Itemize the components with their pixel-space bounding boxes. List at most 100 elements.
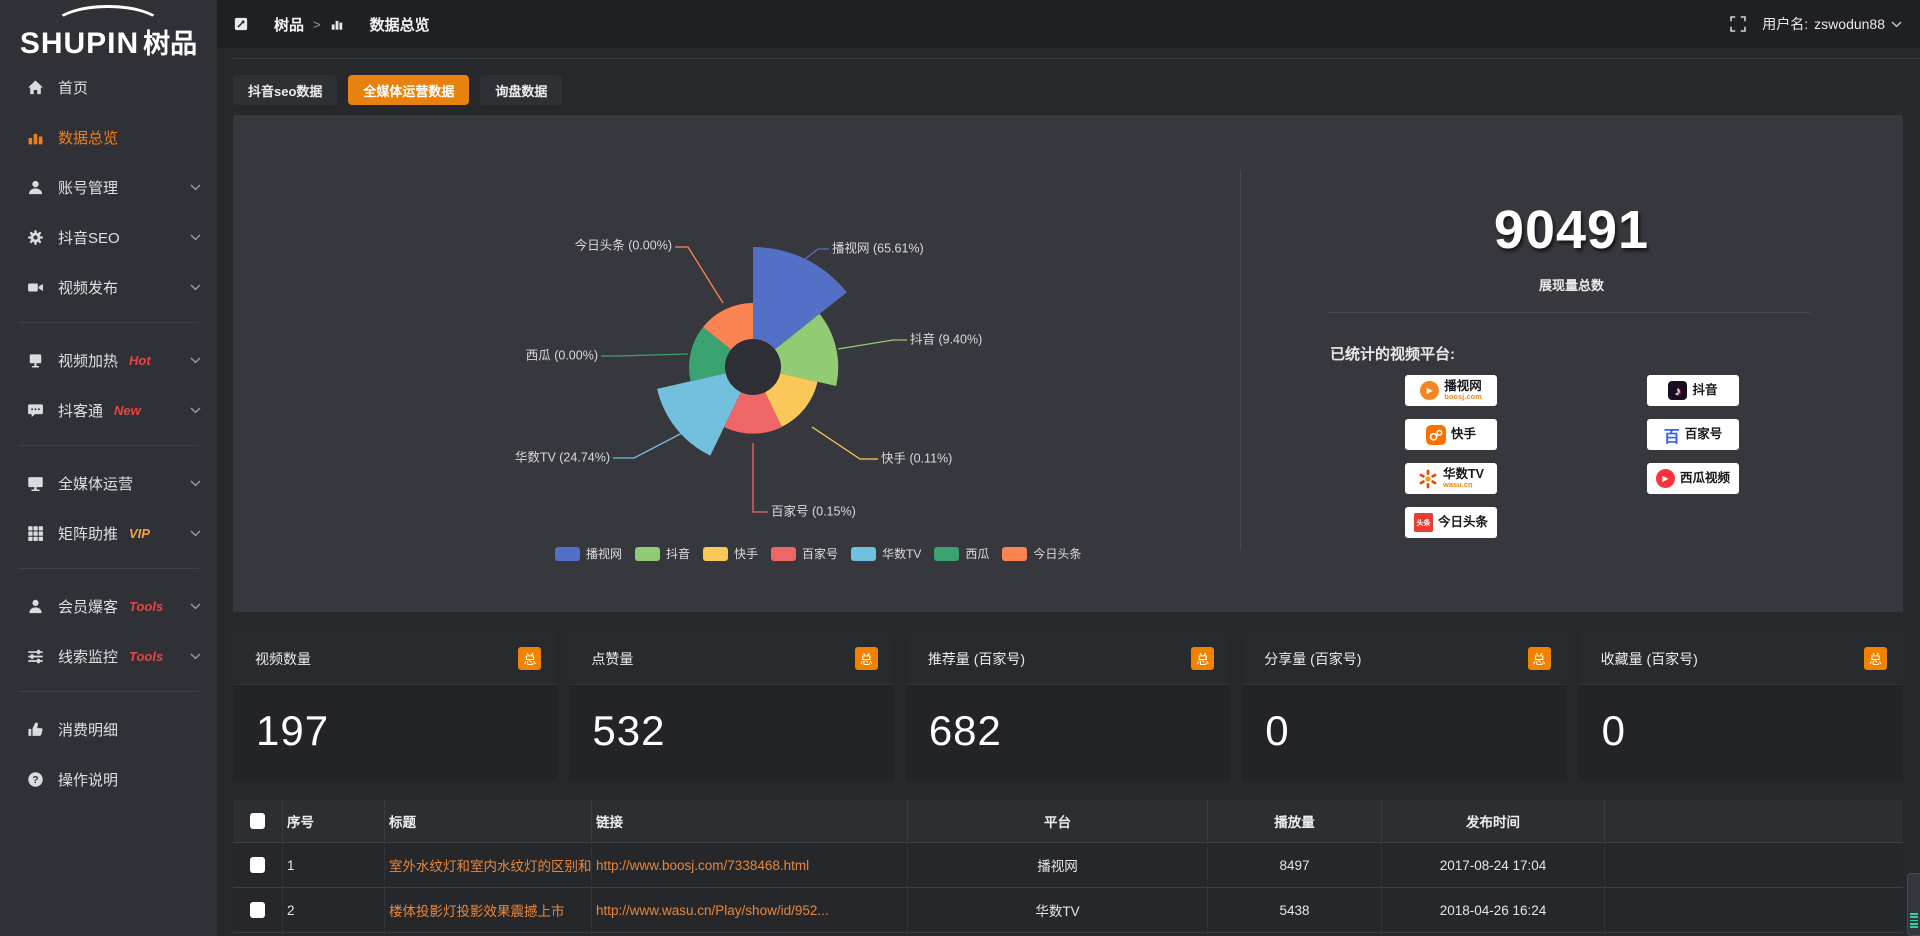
sidebar-item-badge: Tools: [129, 598, 164, 614]
chevron-down-icon: [190, 652, 201, 660]
sidebar-item-video-publish[interactable]: 视频发布: [0, 262, 217, 312]
label-line-toutiao: [675, 246, 724, 304]
sidebar-item-video-heating[interactable]: 视频加热 Hot: [0, 335, 217, 385]
pie-slice-boosj[interactable]: [753, 247, 847, 350]
pie-slice-douyin[interactable]: [774, 313, 839, 386]
app-logo: SHUPIN 树品: [0, 0, 217, 62]
legend-swatch: [635, 546, 661, 561]
pie-label-baijiahao: 百家号 (0.15%): [771, 503, 856, 518]
legend-item-boosj[interactable]: 播视网: [555, 545, 622, 562]
sidebar-item-data-overview[interactable]: 数据总览: [0, 112, 217, 162]
select-all-cell: [233, 800, 283, 842]
floating-widget[interactable]: [1907, 873, 1920, 936]
label-line-wasu-tv: [613, 431, 685, 459]
total-badge: 总: [518, 647, 542, 670]
row-platform: 播视网: [908, 843, 1208, 887]
fullscreen-icon[interactable]: [1730, 16, 1747, 32]
pie-slice-kuaishou[interactable]: [765, 373, 818, 427]
legend-item-kuaishou[interactable]: 快手: [703, 545, 758, 562]
stat-card-value: 197: [256, 707, 330, 754]
legend-item-xigua[interactable]: 西瓜: [934, 545, 989, 562]
sidebar-item-douyin-seo[interactable]: 抖音SEO: [0, 212, 217, 262]
stat-card-title: 分享量 (百家号): [1264, 650, 1362, 667]
sidebar-item-omnimedia-operation[interactable]: 全媒体运营: [0, 458, 217, 508]
sidebar-item-matrix-boost[interactable]: 矩阵助推 VIP: [0, 508, 217, 558]
sidebar-item-consumption-detail[interactable]: 消费明细: [0, 704, 217, 754]
row-time: [1382, 933, 1605, 936]
legend-item-baijiahao[interactable]: 百家号: [771, 545, 838, 562]
platform-name: 百家号: [1684, 426, 1723, 441]
breadcrumb-current[interactable]: 数据总览: [369, 16, 430, 34]
pie-label-kuaishou: 快手 (0.11%): [881, 451, 952, 465]
board-icon: [234, 17, 252, 31]
video-link[interactable]: http://www.boosj.com/7338468.html: [596, 857, 810, 873]
legend-label: 今日头条: [1033, 547, 1082, 561]
tab-inquiry-data[interactable]: 询盘数据: [480, 75, 563, 105]
tab-omnimedia-operation-data[interactable]: 全媒体运营数据: [348, 75, 470, 105]
platform-domain: boosj.com: [1444, 392, 1482, 402]
table-row: 1 室外水纹灯和室内水纹灯的区别和简介 http://www.boosj.com/7…: [233, 843, 1903, 888]
sidebar-item-lead-monitor[interactable]: 线索监控 Tools: [0, 631, 217, 681]
toutiao-logo-icon: 头条: [1413, 513, 1433, 532]
chart-icon: [27, 129, 45, 146]
legend-swatch: [555, 546, 580, 561]
platform-badge-baijiahao: 百百家号: [1647, 419, 1739, 450]
legend-label: 华数TV: [882, 547, 922, 561]
header-divider: [233, 58, 1920, 59]
label-line-baijiahao: [752, 443, 768, 513]
sidebar-item-member-promo[interactable]: 会员爆客 Tools: [0, 581, 217, 631]
header-extra: [1605, 800, 1903, 842]
stat-card-1: 视频数量 总 197: [233, 633, 558, 781]
pie-slice-toutiao[interactable]: [703, 303, 753, 350]
sidebar-item-operation-guide[interactable]: ? 操作说明: [0, 754, 217, 804]
platform-column-2: ♪ 抖音百百家号 ▶ 西瓜视频: [1647, 375, 1739, 494]
sidebar-item-badge: VIP: [129, 525, 150, 541]
legend-item-douyin[interactable]: 抖音: [635, 545, 690, 562]
summary-section: 90491 展现量总数 已统计的视频平台: ▶ 播视网 boosj.com 快手 华数T…: [1240, 115, 1903, 612]
stat-cards: 视频数量总 197 点赞量总 532 推荐量 (百家号) 总 682 分享量 (百家号) 总 0 收…: [233, 633, 1904, 781]
pie-label-boosj: 播视网 (65.61%): [832, 240, 924, 255]
username-value: zswodun88: [1814, 16, 1885, 32]
overview-panel: 播视网 (65.61%) 抖音 (9.40%) 快手 (0.11%) 百家号 (0.1…: [233, 115, 1903, 612]
video-title[interactable]: 室外水纹灯和室内水纹灯的区别和简介: [389, 859, 592, 874]
legend-item-toutiao[interactable]: 今日头条: [1002, 545, 1081, 562]
pie-slice-wasu-tv[interactable]: [657, 373, 741, 456]
platform-badge-boosj: ▶ 播视网 boosj.com: [1405, 375, 1497, 406]
pie-slice-baijiahao[interactable]: [724, 392, 782, 434]
video-table: 序号标题链接平台播放量发布时间1室外水纹灯和室内水纹灯的区别和简介http://…: [233, 800, 1903, 936]
stat-card-title: 视频数量: [255, 650, 311, 667]
pie-slice-xigua[interactable]: [689, 327, 732, 382]
sidebar-item-douketong[interactable]: 抖客通 New: [0, 385, 217, 435]
pie-label-douyin: 抖音 (9.40%): [910, 331, 982, 346]
row-seq: 1: [283, 843, 385, 887]
platform-text: 华数TV wasu.cn: [1443, 467, 1484, 490]
sidebar-item-label: 矩阵助推: [58, 525, 119, 543]
stat-card-value: 532: [592, 707, 666, 754]
sidebar-item-home[interactable]: 首页: [0, 62, 217, 112]
row-checkbox[interactable]: [250, 857, 265, 873]
wasu-logo-icon: [1418, 469, 1438, 489]
video-link[interactable]: http://www.wasu.cn/Play/show/id/952...: [596, 902, 829, 918]
row-checkbox[interactable]: [250, 902, 265, 918]
chart-mini-icon: [330, 17, 348, 31]
breadcrumb-root[interactable]: 树品: [274, 16, 305, 34]
stat-card-header: 分享量 (百家号) 总: [1242, 633, 1567, 685]
row-views: [1208, 933, 1382, 936]
question-icon: ?: [27, 771, 45, 788]
row-seq: 2: [283, 888, 385, 932]
platform-badge-toutiao: 头条 今日头条: [1405, 507, 1497, 538]
chevron-down-icon: [190, 233, 201, 241]
user-menu[interactable]: 用户名: zswodun88: [1762, 14, 1902, 34]
legend-swatch: [771, 546, 797, 561]
legend-item-wasu-tv[interactable]: 华数TV: [851, 545, 921, 562]
breadcrumb: 树品 > 数据总览: [217, 14, 430, 35]
sidebar-item-account-management[interactable]: 账号管理: [0, 162, 217, 212]
sidebar-item-badge: Hot: [129, 352, 151, 368]
tab-douyin-seo-data[interactable]: 抖音seo数据: [233, 75, 338, 105]
pie-label-toutiao: 今日头条 (0.00%): [575, 237, 672, 252]
select-all-checkbox[interactable]: [250, 813, 265, 829]
header-views: 播放量: [1208, 800, 1382, 842]
video-title[interactable]: 楼体投影灯投影效果震撼上市: [389, 904, 565, 919]
stat-card-header: 点赞量 总: [569, 633, 894, 685]
